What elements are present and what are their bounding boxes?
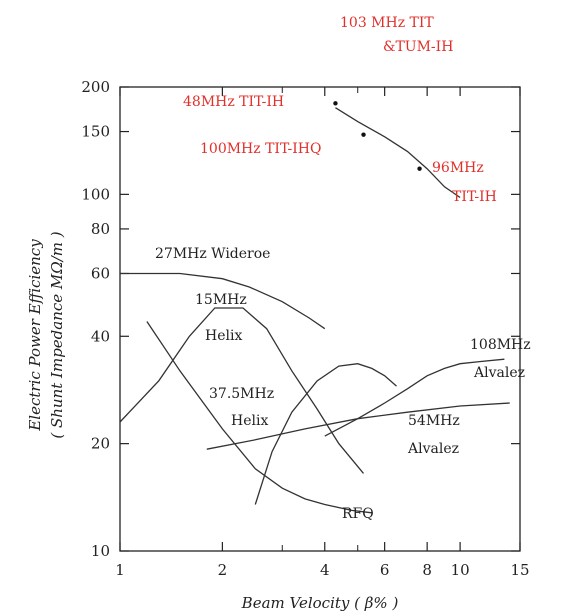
curves-group [119,107,510,514]
label-rfq: RFQ [342,506,374,522]
y-tick-label: 150 [81,123,110,141]
label-96mhz-line2: TIT-IH [452,189,497,205]
y-tick-label: 60 [91,264,110,282]
label-15mhz-line1: 15MHz [195,292,247,308]
plot-frame [119,86,521,552]
label-108mhz-line1: 108MHz [470,337,531,353]
label-48mhz: 48MHz TIT-IH [183,94,284,110]
label-15mhz-line2: Helix [205,328,242,344]
label-103mhz-line2: &TUM-IH [383,39,453,55]
data-point [417,166,422,171]
label-96mhz-line1: 96MHz [432,160,484,176]
points-group [333,101,422,171]
curve-rfq [146,321,372,514]
y-tick-label: 20 [91,435,110,453]
y-tick-label: 200 [81,78,110,96]
x-axis-title: Beam Velocity ( β% ) [241,594,399,612]
label-37mhz-line2: Helix [231,413,268,429]
y-axis-title-line2: ( Shunt Impedance MΩ/m ) [48,231,66,438]
label-27mhz-wideroe: 27MHz Wideroe [155,246,270,262]
data-point [361,132,366,137]
x-tick-label: 4 [320,561,330,579]
data-point [333,101,338,106]
y-tick-label: 100 [81,185,110,203]
x-tick-label: 2 [218,561,228,579]
label-54mhz-line1: 54MHz [408,413,460,429]
y-axis-title-line1: Electric Power Efficiency [26,239,44,432]
x-tick-label: 6 [380,561,390,579]
x-tick-label: 1 [115,561,125,579]
x-tick-label: 10 [451,561,470,579]
curve-108mhz-alvalez [324,358,505,437]
x-tick-label: 8 [422,561,432,579]
label-100mhz: 100MHz TIT-IHQ [200,141,321,157]
curve-27mhz-wideroe [120,272,326,330]
y-tick-label: 40 [91,327,110,345]
label-54mhz-line2: Alvalez [407,441,459,457]
label-108mhz-line2: Alvalez [473,365,525,381]
curve-15mhz-helix [119,307,365,474]
curve-37-5mhz-helix [254,363,397,505]
label-37mhz-line1: 37.5MHz [209,386,274,402]
label-103mhz-line1: 103 MHz TIT [340,15,434,31]
y-tick-label: 10 [91,542,110,560]
x-tick-label: 15 [510,561,529,579]
curve-tit-ih-trend [335,107,461,199]
axes-group: 1 2 4 6 8 10 15 10 20 40 60 80 100 150 200 [81,78,529,579]
y-tick-label: 80 [91,220,110,238]
